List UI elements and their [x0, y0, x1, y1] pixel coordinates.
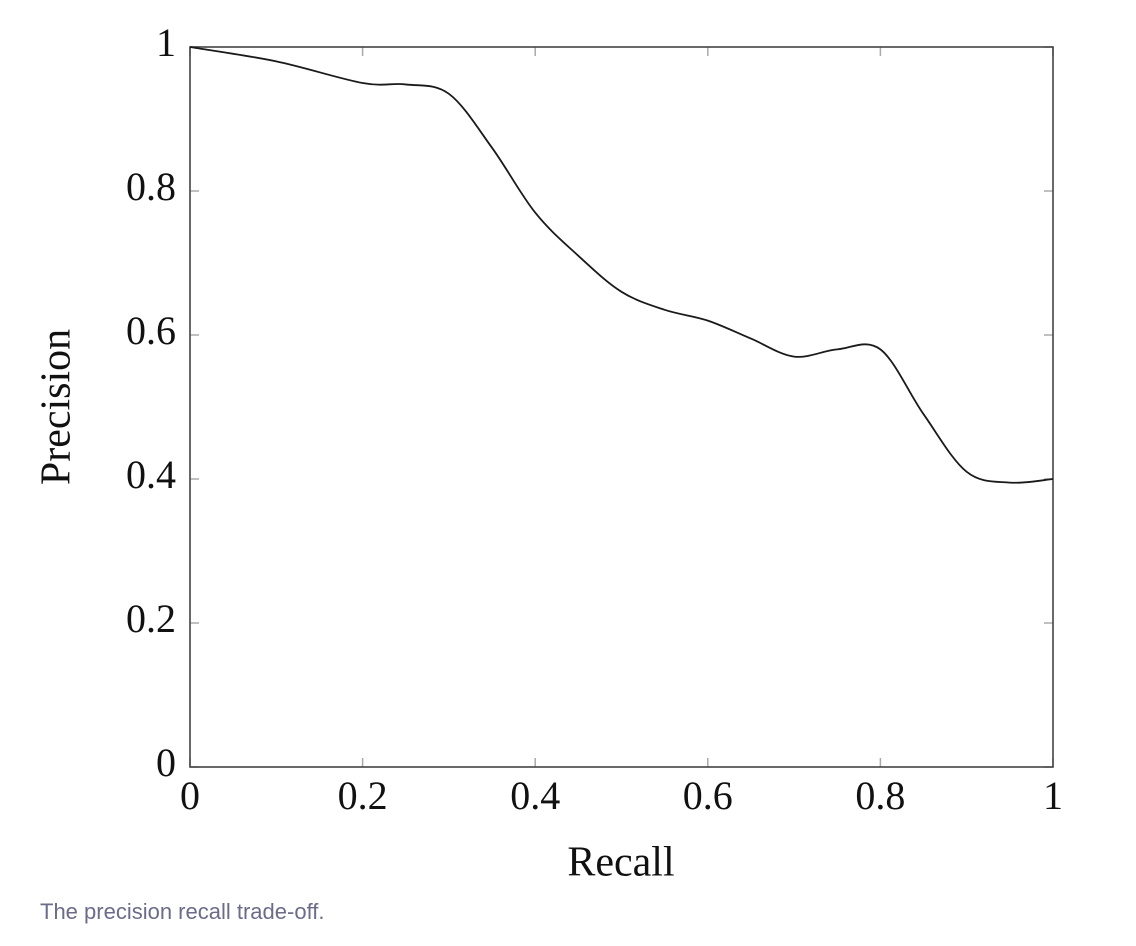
y-tick-label: 0.2	[126, 596, 176, 641]
x-tick-label: 0.2	[338, 773, 388, 818]
y-tick-label: 0	[156, 740, 176, 785]
x-tick-label: 0.4	[510, 773, 560, 818]
pr-curve	[189, 46, 1054, 484]
x-tick-label: 0.6	[683, 773, 733, 818]
y-tick-label: 0.8	[126, 164, 176, 209]
caption: The precision recall trade-off.	[40, 899, 325, 924]
y-tick-label: 0.4	[126, 452, 176, 497]
y-tick-label: 1	[156, 20, 176, 65]
x-tick-label: 0	[180, 773, 200, 818]
y-tick-label: 0.6	[126, 308, 176, 353]
y-axis-label: Precision	[34, 329, 80, 485]
x-axis-label: Recall	[567, 840, 674, 886]
x-tick-label: 0.8	[855, 773, 905, 818]
plot-frame	[189, 46, 1054, 768]
x-tick-label: 1	[1043, 773, 1063, 818]
